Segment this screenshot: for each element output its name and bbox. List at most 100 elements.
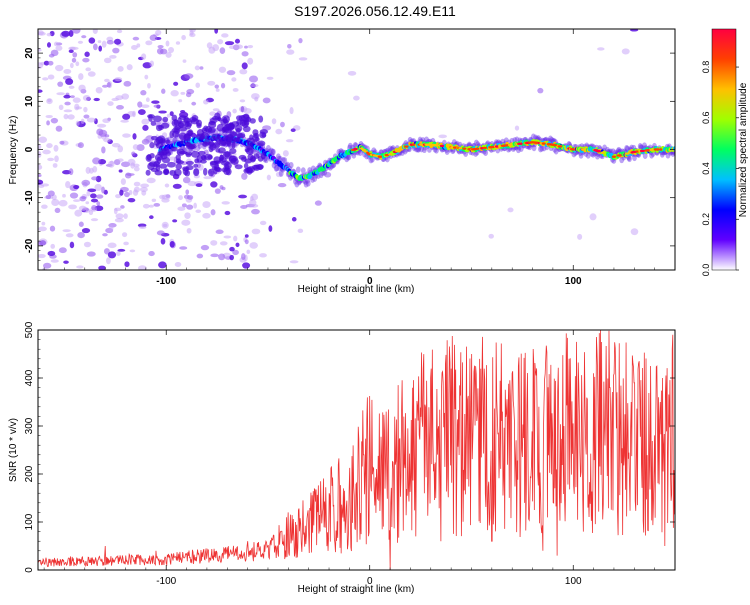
spectrogram-cell [600, 151, 605, 154]
spectrogram-cell [80, 118, 85, 125]
spectrogram-cell [145, 97, 150, 103]
spectrogram-cell [294, 181, 300, 188]
chart-title: S197.2026.056.12.49.E11 [294, 3, 456, 19]
spectrogram-cell [123, 80, 132, 87]
spectrogram-cell [507, 207, 514, 213]
spectrogram-cell [107, 101, 114, 106]
spectrogram-cell [282, 157, 288, 164]
spectrogram-cell [165, 151, 172, 156]
spectrogram-cell [55, 45, 63, 51]
spectrogram-cell [51, 198, 60, 207]
spectrogram-cell [215, 148, 221, 153]
spectrogram-cell [268, 147, 274, 155]
spectrogram-cell [201, 127, 207, 134]
spectrogram-cell [411, 143, 416, 146]
colorbar-tick-label: 0.2 [701, 213, 711, 226]
spectrogram-cell [75, 120, 80, 126]
spectrogram-cells [38, 29, 675, 270]
spectrogram-cell [92, 157, 101, 165]
spectrogram-cell [244, 45, 248, 49]
spectrogram-cell [193, 202, 197, 209]
spectrogram-cell [218, 157, 227, 163]
snr-xtick-label: 100 [565, 576, 582, 587]
spectrogram-cell [118, 169, 123, 173]
spectrogram-cell [215, 229, 224, 234]
spectrogram-cell [537, 87, 544, 94]
spectrogram-cell [47, 98, 52, 103]
spectrogram-cell [247, 57, 254, 65]
spectrogram-cell [46, 143, 53, 149]
spectrogram-cell [149, 60, 154, 67]
spectrogram-cell [61, 30, 71, 37]
spectrogram-cell [97, 123, 107, 128]
spectrogram-cell [180, 110, 186, 113]
spectrogram-cell [247, 44, 254, 49]
spectrogram-cell [203, 99, 209, 105]
spectrogram-cell [81, 35, 87, 39]
spectrogram-cell [369, 156, 375, 163]
spectrogram-cell [47, 157, 55, 162]
spectrogram-cell [241, 51, 249, 57]
spectrogram-cell [517, 142, 523, 145]
spectrogram-cell [132, 36, 140, 41]
spectrogram-cell [217, 39, 224, 45]
spectrogram-cell [193, 168, 200, 177]
spectrogram-cell [89, 167, 94, 174]
spectrogram-cell [211, 133, 221, 140]
spectrogram-cell [268, 225, 273, 232]
spectrogram-cell [462, 147, 467, 150]
spectrogram-cell [590, 151, 596, 158]
spectrogram-cell [113, 207, 118, 215]
spectrogram-cell [239, 119, 247, 127]
spectrogram-xtick-label: -100 [156, 276, 176, 287]
spectrogram-cell [191, 101, 197, 106]
spectrogram-cell [38, 226, 47, 232]
spectrogram-cell [181, 203, 187, 208]
spectrogram-ytick-label: -10 [24, 190, 35, 205]
spectrogram-cell [116, 105, 124, 110]
spectrogram-cell [642, 142, 647, 149]
spectrogram-cell [111, 143, 121, 148]
spectrogram-cell [140, 183, 150, 188]
spectrogram-cell [50, 259, 59, 263]
spectrogram-cell [74, 209, 83, 217]
spectrogram-cell [53, 144, 59, 152]
spectrogram-cell [595, 153, 600, 160]
spectrogram-cell [68, 204, 77, 210]
spectrogram-cell [140, 90, 147, 96]
spectrogram-cell [74, 103, 80, 111]
spectrogram-cell [183, 133, 191, 142]
spectrogram-cell [41, 221, 46, 226]
spectrogram-cell [38, 179, 44, 185]
spectrogram-cell [69, 62, 74, 69]
spectrogram-cell [47, 190, 55, 197]
spectrogram-cell [602, 144, 607, 151]
spectrogram-cell [236, 132, 246, 139]
spectrogram-cell [62, 193, 66, 198]
spectrogram-cell [514, 136, 520, 143]
spectrogram-cell [124, 172, 132, 179]
spectrogram-cell [109, 54, 117, 59]
spectrogram-cell [169, 241, 175, 248]
spectrogram-cell [123, 213, 128, 220]
snr-xtick-label: -100 [156, 576, 176, 587]
spectrogram-cell [78, 221, 84, 227]
spectrogram-cell [142, 203, 150, 209]
spectrogram-cell [224, 41, 235, 46]
spectrogram-cell [158, 261, 167, 269]
spectrogram-cell [86, 117, 96, 123]
spectrogram-cell [344, 155, 350, 163]
spectrogram-cell [346, 153, 352, 161]
spectrogram-cell [70, 95, 75, 99]
spectrogram-cell [271, 118, 277, 125]
spectrogram-cell [141, 118, 150, 125]
spectrogram-cell [251, 208, 260, 215]
spectrogram-cell [300, 167, 306, 174]
spectrogram-cell [117, 65, 124, 72]
spectrogram-cell [49, 225, 56, 232]
spectrogram-cell [42, 149, 51, 155]
spectrogram-cell [232, 108, 237, 114]
spectrogram-cell [130, 162, 135, 169]
colorbar-bar [711, 28, 737, 271]
spectrogram-cell [210, 240, 218, 246]
